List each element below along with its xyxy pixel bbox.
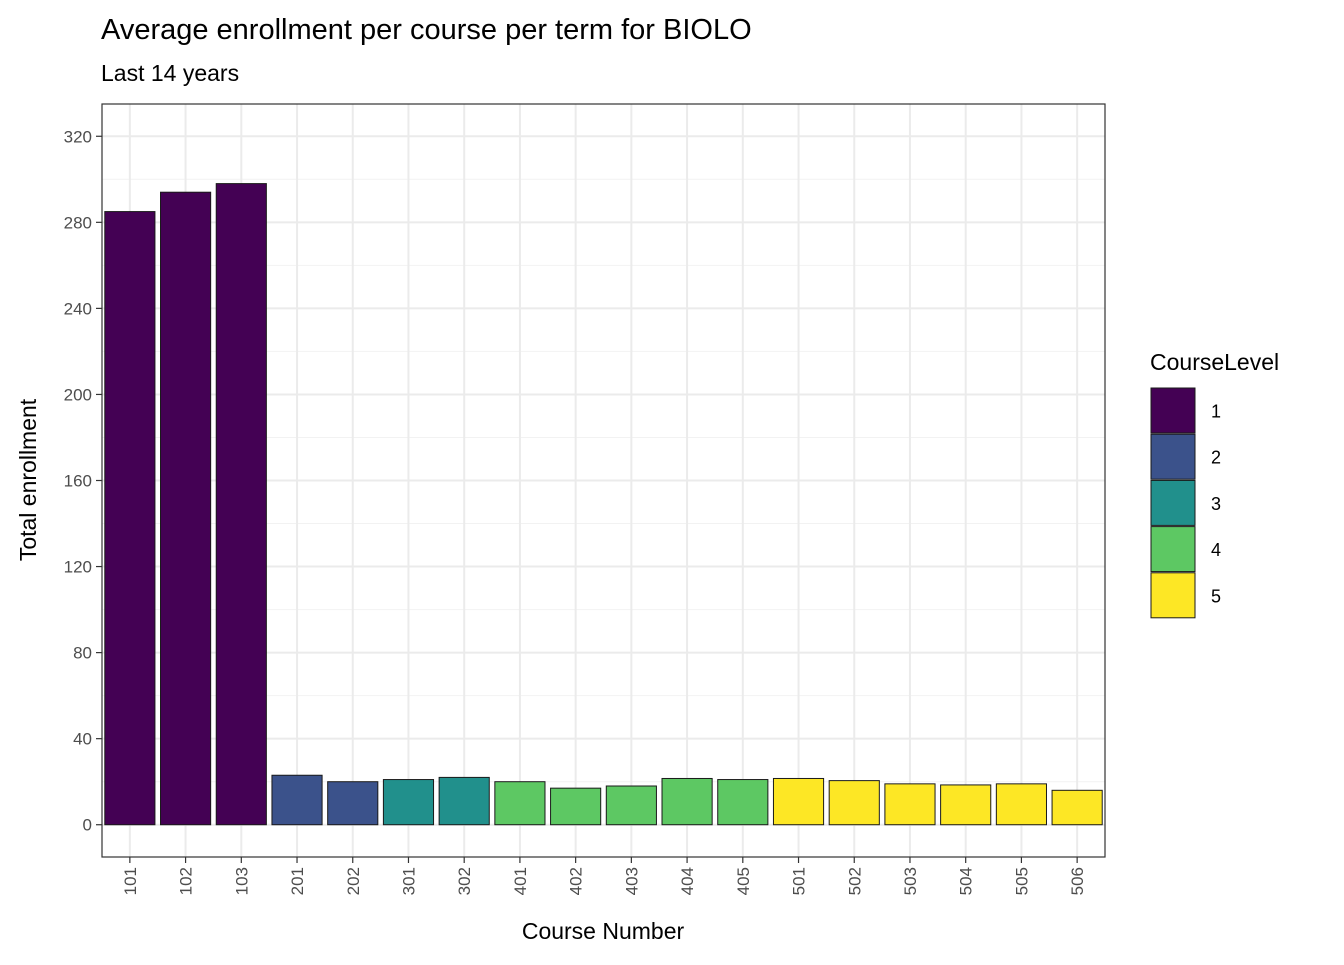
bar-102	[160, 191, 212, 826]
plot-area: 0 40 80 120 160 200 240 280 320 101 102 103 201 202 30…	[64, 103, 1106, 895]
x-tick-label: 506	[1068, 867, 1087, 895]
y-tick-label: 0	[83, 816, 92, 835]
bar-503	[884, 783, 936, 826]
legend-label: 4	[1211, 540, 1221, 560]
y-tick-label: 160	[64, 472, 92, 491]
legend-label: 5	[1211, 586, 1221, 606]
legend-key-5	[1150, 572, 1196, 619]
chart-subtitle: Last 14 years	[101, 60, 239, 86]
bar-506	[1051, 789, 1103, 826]
x-tick-label: 102	[177, 867, 196, 895]
bar-103	[215, 183, 267, 826]
x-tick-label: 302	[455, 867, 474, 895]
y-tick-label: 120	[64, 558, 92, 577]
x-tick-label: 503	[901, 867, 920, 895]
x-tick-label: 402	[567, 867, 586, 895]
x-tick-label: 101	[121, 867, 140, 895]
legend-key-1	[1150, 387, 1196, 434]
legend-key-3	[1150, 479, 1196, 526]
legend-title: CourseLevel	[1150, 349, 1279, 375]
x-tick-label: 403	[622, 867, 641, 895]
x-tick-label: 504	[957, 867, 976, 895]
y-axis-title: Total enrollment	[15, 398, 41, 561]
bar-202	[327, 781, 379, 826]
bar-502	[828, 780, 880, 826]
legend-label: 1	[1211, 402, 1221, 422]
y-tick-label: 200	[64, 385, 92, 404]
legend-key-4	[1150, 526, 1196, 573]
x-tick-label: 501	[790, 867, 809, 895]
bar-403	[605, 785, 657, 826]
bar-405	[717, 779, 769, 826]
bar-404	[661, 777, 713, 826]
legend-label: 3	[1211, 494, 1221, 514]
bar-505	[995, 783, 1047, 826]
x-tick-label: 103	[232, 867, 251, 895]
bar-504	[940, 784, 992, 826]
y-tick-label: 280	[64, 213, 92, 232]
x-axis-title: Course Number	[522, 918, 685, 944]
legend-label: 2	[1211, 448, 1221, 468]
bar-501	[772, 777, 825, 826]
bar-402	[550, 787, 602, 826]
bar-302	[438, 776, 490, 826]
bar-201	[271, 774, 323, 826]
x-tick-label: 505	[1012, 867, 1031, 895]
legend-key-2	[1150, 433, 1196, 480]
x-tick-label: 404	[678, 867, 697, 895]
x-tick-label: 502	[845, 867, 864, 895]
x-tick-label: 401	[511, 867, 530, 895]
y-tick-label: 40	[73, 730, 92, 749]
bar-401	[494, 781, 546, 826]
y-tick-label: 320	[64, 127, 92, 146]
bar-101	[104, 211, 156, 826]
x-tick-label: 201	[288, 867, 307, 895]
x-tick-label: 301	[399, 867, 418, 895]
bar-301	[382, 779, 435, 826]
y-tick-label: 80	[73, 644, 92, 663]
legend: CourseLevel 1 2 3 4 5	[1150, 349, 1279, 619]
x-tick-label: 202	[344, 867, 363, 895]
x-tick-label: 405	[734, 867, 753, 895]
chart-title: Average enrollment per course per term f…	[101, 14, 752, 46]
y-tick-label: 240	[64, 299, 92, 318]
